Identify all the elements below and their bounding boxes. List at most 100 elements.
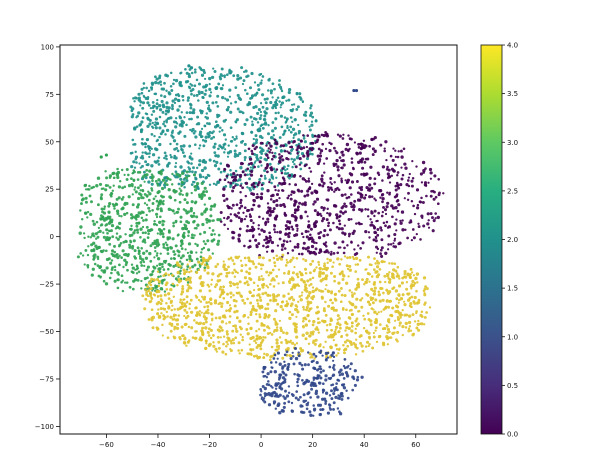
- scatter-point: [188, 111, 192, 115]
- scatter-point: [210, 233, 214, 237]
- scatter-point: [263, 174, 267, 178]
- scatter-point: [123, 173, 126, 177]
- scatter-point: [223, 267, 227, 271]
- scatter-point: [92, 258, 96, 261]
- scatter-point: [276, 231, 279, 234]
- scatter-point: [233, 268, 236, 272]
- scatter-point: [396, 199, 400, 202]
- scatter-point: [107, 210, 111, 214]
- scatter-point: [251, 304, 255, 308]
- scatter-point: [266, 202, 270, 205]
- scatter-point: [100, 193, 104, 197]
- scatter-point: [183, 198, 187, 202]
- scatter-point: [335, 158, 339, 163]
- scatter-point: [288, 281, 292, 284]
- scatter-point: [343, 293, 347, 298]
- scatter-point: [370, 210, 373, 213]
- scatter-point: [205, 217, 209, 222]
- scatter-point: [201, 281, 205, 285]
- scatter-point: [307, 220, 310, 223]
- scatter-point: [166, 336, 170, 340]
- scatter-point: [158, 262, 162, 266]
- scatter-point: [333, 181, 336, 184]
- scatter-point: [155, 105, 159, 109]
- scatter-point: [289, 197, 293, 201]
- scatter-point: [152, 109, 156, 113]
- scatter-point: [295, 92, 299, 96]
- scatter-point: [190, 310, 194, 314]
- scatter-point: [161, 232, 165, 236]
- scatter-point: [147, 198, 151, 202]
- scatter-point: [159, 132, 163, 136]
- scatter-point: [321, 391, 325, 394]
- scatter-point: [229, 219, 233, 223]
- scatter-point: [170, 323, 174, 327]
- scatter-point: [406, 179, 410, 182]
- scatter-point: [179, 144, 183, 148]
- scatter-point: [330, 318, 334, 322]
- scatter-point: [225, 309, 228, 312]
- scatter-point: [273, 264, 277, 268]
- scatter-point: [229, 169, 232, 172]
- scatter-point: [133, 216, 138, 220]
- scatter-point: [302, 308, 306, 311]
- scatter-point: [172, 174, 176, 177]
- plot-frame: [59, 44, 458, 435]
- scatter-point: [131, 215, 135, 219]
- scatter-point: [196, 243, 199, 247]
- scatter-point: [259, 388, 263, 391]
- scatter-point: [186, 210, 190, 214]
- scatter-point: [356, 375, 360, 379]
- scatter-point: [262, 365, 266, 370]
- scatter-point: [301, 333, 305, 337]
- scatter-point: [159, 252, 162, 255]
- scatter-point: [155, 215, 159, 219]
- scatter-point: [423, 323, 426, 326]
- scatter-point: [225, 345, 228, 348]
- scatter-point: [286, 226, 289, 230]
- scatter-point: [199, 67, 203, 70]
- scatter-point: [232, 294, 235, 297]
- scatter-point: [333, 279, 336, 283]
- scatter-point: [304, 283, 308, 287]
- scatter-point: [362, 326, 366, 330]
- scatter-point: [385, 205, 389, 209]
- scatter-point: [87, 235, 90, 238]
- scatter-point: [142, 211, 145, 214]
- scatter-point: [311, 276, 315, 280]
- scatter-point: [253, 339, 256, 343]
- scatter-point: [102, 217, 105, 220]
- scatter-point: [255, 298, 259, 302]
- scatter-point: [148, 149, 152, 152]
- scatter-point: [141, 116, 145, 120]
- scatter-point: [261, 370, 265, 374]
- scatter-point: [401, 293, 405, 297]
- scatter-point: [373, 182, 377, 186]
- scatter-point: [424, 167, 427, 170]
- scatter-point: [210, 75, 215, 80]
- scatter-point: [338, 323, 342, 327]
- scatter-point: [155, 277, 160, 282]
- scatter-point: [261, 338, 265, 342]
- scatter-point: [213, 233, 216, 236]
- scatter-point: [259, 174, 263, 178]
- scatter-point: [359, 192, 362, 196]
- scatter-point: [208, 76, 212, 81]
- scatter-point: [261, 277, 265, 281]
- scatter-point: [347, 275, 350, 278]
- scatter-point: [259, 347, 263, 351]
- scatter-point: [214, 183, 218, 186]
- scatter-point: [298, 92, 302, 96]
- scatter-point: [294, 118, 297, 121]
- scatter-point: [315, 326, 319, 329]
- scatter-point: [313, 209, 317, 213]
- scatter-point: [284, 143, 288, 147]
- scatter-point: [159, 275, 162, 278]
- scatter-point: [327, 221, 331, 225]
- scatter-point: [223, 167, 226, 171]
- scatter-point: [270, 249, 275, 253]
- scatter-point: [204, 242, 207, 246]
- scatter-point: [271, 209, 275, 214]
- scatter-point: [302, 137, 306, 140]
- scatter-point: [317, 367, 321, 371]
